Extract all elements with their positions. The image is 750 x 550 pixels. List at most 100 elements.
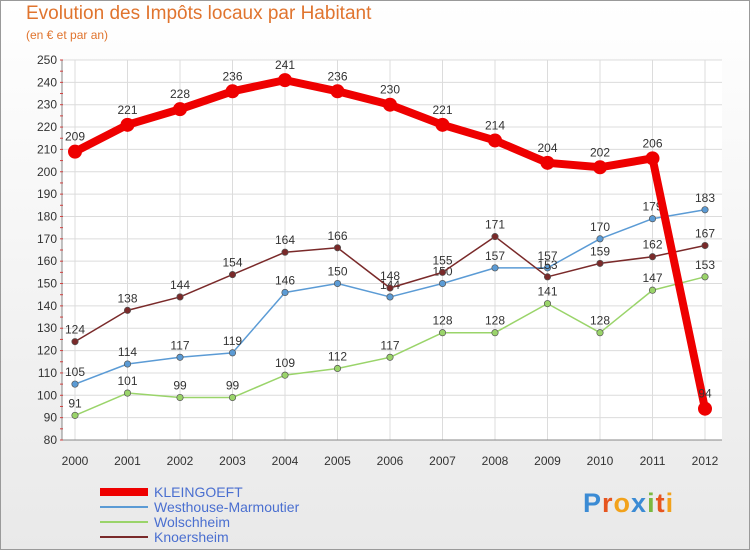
data-point <box>386 353 394 361</box>
data-point <box>123 389 132 397</box>
data-label: 146 <box>275 273 295 287</box>
data-label: 138 <box>117 291 137 305</box>
data-label: 109 <box>275 356 295 370</box>
data-point <box>383 97 397 112</box>
data-point <box>543 273 552 281</box>
data-point <box>698 401 712 416</box>
legend-label: KLEINGOEFT <box>154 484 243 500</box>
data-point <box>438 268 447 276</box>
legend-swatch <box>100 506 148 508</box>
legend-label: Westhouse-Marmoutier <box>154 499 300 515</box>
proxiti-logo: Proxiti <box>583 488 674 519</box>
data-label: 128 <box>590 314 610 328</box>
data-label: 99 <box>226 379 240 393</box>
data-label: 112 <box>328 349 347 363</box>
data-label: 162 <box>642 238 662 252</box>
data-label: 117 <box>170 338 189 352</box>
data-label: 94 <box>698 387 712 401</box>
data-label: 236 <box>222 69 242 83</box>
data-label: 170 <box>590 220 610 234</box>
data-label: 202 <box>590 145 610 159</box>
y-tick-label: 200 <box>37 165 57 179</box>
data-label: 204 <box>537 141 557 155</box>
series-wolschheim: 91 101 99 99 109 112 117 128 128 141 128 147 153 <box>68 258 715 419</box>
data-point <box>281 371 289 379</box>
data-point <box>596 259 604 267</box>
legend-swatch <box>100 488 148 496</box>
data-point <box>648 253 657 261</box>
y-tick-label: 220 <box>37 120 57 134</box>
series-knoersheim: 124 138 144 154 164 166 148 155 171 153 159 162 167 <box>65 218 715 346</box>
data-point <box>71 338 79 346</box>
data-point <box>596 235 604 243</box>
data-point <box>386 284 394 292</box>
data-label: 228 <box>170 87 190 101</box>
data-point <box>386 293 394 301</box>
series-kleingoeft: 209 221 228 236 241 236 230 221 214 204 202 206 94 <box>65 58 712 416</box>
data-label: 91 <box>68 396 82 410</box>
y-tick-label: 80 <box>44 433 58 447</box>
chart-subtitle: (en € et par an) <box>26 28 109 42</box>
data-label: 128 <box>432 314 452 328</box>
y-tick-label: 170 <box>37 232 57 246</box>
x-tick-label: 2000 <box>62 454 89 468</box>
logo-letter: i <box>665 488 675 518</box>
data-point <box>330 84 345 99</box>
data-point <box>491 329 499 337</box>
legend-item-westhouse-marmoutier: Westhouse-Marmoutier <box>100 500 360 515</box>
data-label: 241 <box>275 58 295 72</box>
data-label: 105 <box>65 365 85 379</box>
data-point <box>176 353 184 361</box>
legend-item-knoersheim: Knoersheim <box>100 530 360 545</box>
y-tick-label: 120 <box>37 344 57 358</box>
x-tick-label: 2001 <box>114 454 141 468</box>
series-westhouse-marmoutier: 105114117119146150144150157157170179183 <box>65 191 715 388</box>
data-label: 155 <box>432 253 452 267</box>
data-point <box>71 411 79 419</box>
data-point <box>491 233 499 241</box>
data-point <box>701 206 709 214</box>
data-point <box>543 264 552 272</box>
data-label: 124 <box>65 323 85 337</box>
data-point <box>488 133 502 148</box>
chart-title: Evolution des Impôts locaux par Habitant <box>26 3 372 24</box>
data-label: 99 <box>173 379 187 393</box>
y-tick-label: 110 <box>38 366 57 380</box>
data-label: 153 <box>537 258 557 272</box>
data-label: 164 <box>275 233 295 247</box>
data-point <box>228 271 237 279</box>
x-tick-label: 2011 <box>640 454 666 468</box>
data-point <box>593 160 607 175</box>
chart-legend: KLEINGOEFT Westhouse-Marmoutier Wolschheim… <box>100 485 360 545</box>
data-label: 236 <box>327 69 347 83</box>
legend-label: Knoersheim <box>154 529 229 545</box>
data-label: 114 <box>118 345 137 359</box>
data-label: 154 <box>222 256 242 270</box>
data-label: 153 <box>695 258 715 272</box>
data-label: 171 <box>485 218 505 232</box>
data-label: 221 <box>432 103 452 117</box>
data-label: 150 <box>327 265 347 279</box>
x-tick-label: 2010 <box>587 454 614 468</box>
data-point <box>596 329 604 337</box>
data-point <box>173 102 187 117</box>
y-tick-label: 150 <box>37 277 57 291</box>
legend-swatch <box>100 536 148 538</box>
logo-letter: i <box>647 488 656 518</box>
x-tick-label: 2007 <box>429 454 456 468</box>
logo-letter: P <box>583 488 603 518</box>
data-point <box>648 215 657 223</box>
data-point <box>438 279 447 288</box>
y-tick-label: 130 <box>37 321 57 335</box>
data-point <box>645 151 660 166</box>
data-point <box>333 244 342 252</box>
data-point <box>120 117 135 132</box>
data-label: 119 <box>223 334 242 348</box>
data-point <box>648 286 657 294</box>
legend-label: Wolschheim <box>154 514 230 530</box>
y-tick-label: 180 <box>37 209 57 223</box>
data-point <box>225 84 240 99</box>
data-point <box>701 273 709 281</box>
data-label: 157 <box>537 249 557 263</box>
